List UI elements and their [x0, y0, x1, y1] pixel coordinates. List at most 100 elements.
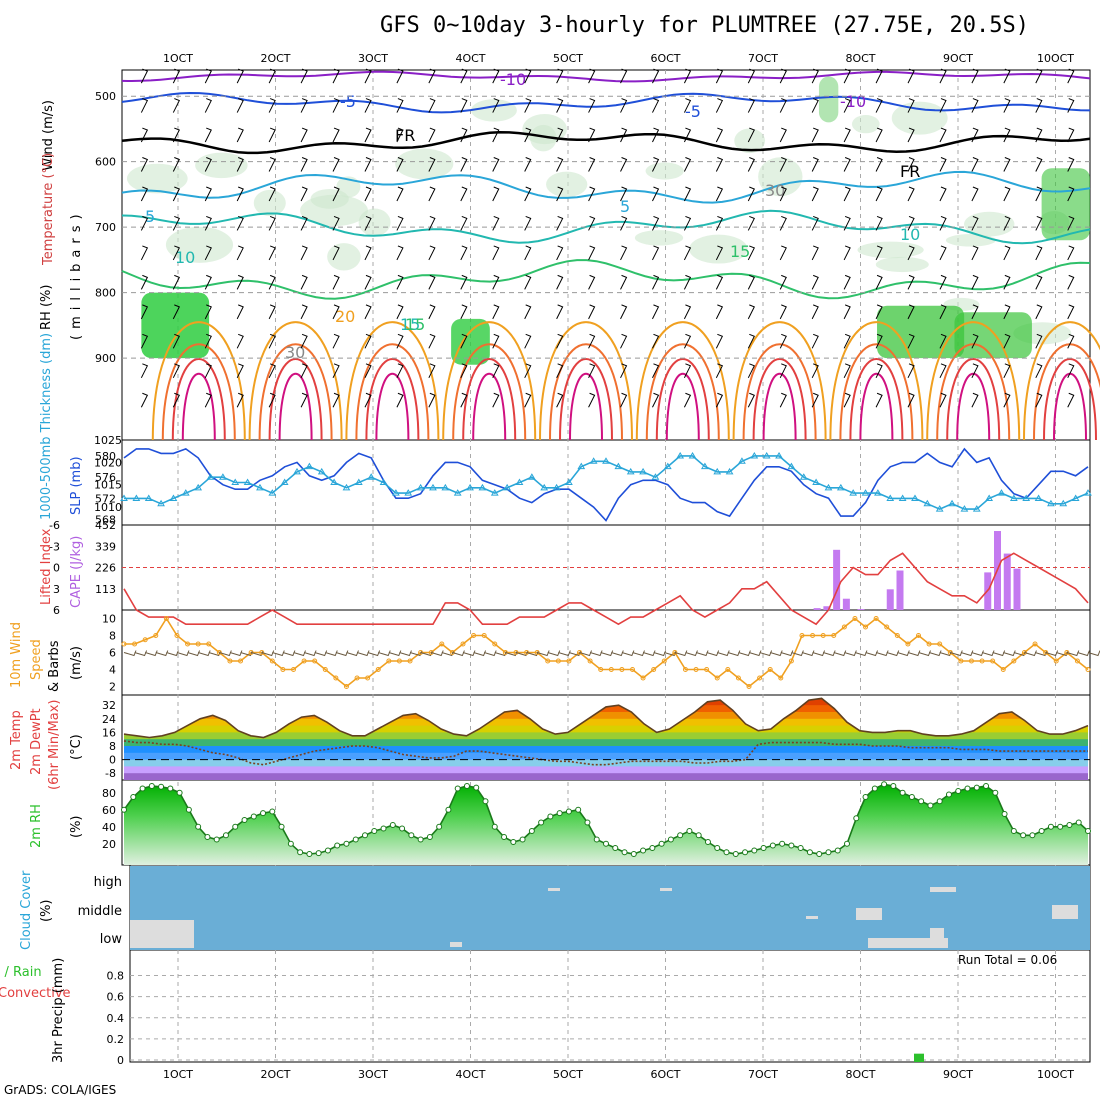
- slp-tick-label: 1015: [94, 479, 122, 492]
- rh-marker: [223, 833, 228, 838]
- wind-barb: [1004, 364, 1010, 378]
- cape-bar: [814, 608, 821, 610]
- wind-barb: [972, 246, 978, 260]
- wind-barb-10m: [908, 651, 920, 656]
- wind-barb: [652, 305, 658, 319]
- wind-barb: [716, 305, 722, 319]
- frame-precip: [130, 950, 1090, 1062]
- wind-barb: [716, 393, 722, 407]
- wind-barb: [205, 99, 211, 113]
- slp-tick-label: 1020: [94, 456, 122, 469]
- wind-barb: [493, 364, 499, 378]
- wind-barb: [397, 246, 403, 260]
- rh-marker: [483, 799, 488, 804]
- wind-barb: [972, 158, 978, 172]
- cloud-cover-block: [1052, 905, 1078, 919]
- x-tick-label-top: 1OCT: [163, 52, 193, 65]
- rh-tick-label: 60: [102, 804, 116, 817]
- rh-marker: [576, 807, 581, 812]
- temperature-axis-label: Temperature (°C): [41, 153, 56, 266]
- temp-band: [122, 739, 1090, 747]
- temp2m-axis-labels: 2m Temp 2m DewPt (6hr Min/Max) (°C): [9, 700, 84, 790]
- frame-wind10: [122, 610, 1090, 695]
- wind-barb: [429, 99, 435, 113]
- wind-barb: [812, 275, 818, 289]
- cloud-unit-label: (%): [39, 900, 54, 923]
- wind-barb: [301, 246, 307, 260]
- wind-barb-10m: [993, 651, 1005, 656]
- rh-marker: [752, 848, 757, 853]
- temp2m-label-3: (6hr Min/Max): [47, 700, 62, 790]
- cape-tick-label: 113: [95, 583, 116, 596]
- contour-warm-dome: [1054, 374, 1086, 440]
- rh-marker: [817, 851, 822, 856]
- rh-marker: [1002, 812, 1007, 817]
- temp-band: [122, 766, 1090, 774]
- wind-barb: [557, 334, 563, 348]
- rh-marker: [872, 786, 877, 791]
- wind-barb: [333, 128, 339, 142]
- rh-marker: [761, 846, 766, 851]
- wind-barb: [525, 216, 531, 230]
- wind-barb: [652, 99, 658, 113]
- wind-barb-10m: [707, 651, 719, 656]
- wind-barb: [237, 246, 243, 260]
- contour-freezing: [122, 132, 1090, 153]
- x-tick-label-top: 9OCT: [943, 52, 973, 65]
- cape-tick-label: 339: [95, 540, 116, 553]
- contour-label: 10: [900, 225, 920, 244]
- wind-barb: [621, 216, 627, 230]
- wind-barb: [397, 216, 403, 230]
- wind-barb-10m: [844, 651, 856, 656]
- wind-barb: [205, 275, 211, 289]
- wind-barb-10m: [929, 651, 941, 656]
- slp-series-line: [124, 449, 1088, 521]
- wind-barb: [429, 305, 435, 319]
- wind-barb: [972, 275, 978, 289]
- rh-marker: [353, 837, 358, 842]
- wind-barb: [397, 364, 403, 378]
- x-tick-label-top: 5OCT: [553, 52, 583, 65]
- wind-barb-10m: [188, 651, 200, 656]
- rh-shade: [852, 115, 880, 133]
- temp-band: [122, 698, 1090, 706]
- wind-barb-10m: [601, 651, 613, 656]
- wind-barb: [461, 158, 467, 172]
- temp-band: [122, 760, 1090, 768]
- rh-marker: [789, 843, 794, 848]
- wind-barb-10m: [558, 651, 570, 656]
- rh-marker: [835, 848, 840, 853]
- wind-barb: [716, 216, 722, 230]
- rh-marker: [900, 790, 905, 795]
- wind-barb-10m: [834, 651, 846, 656]
- rh-marker: [400, 826, 405, 831]
- rh-marker: [251, 814, 256, 819]
- wind-barb: [205, 393, 211, 407]
- x-tick-label-bottom: 9OCT: [943, 1068, 973, 1081]
- rh-marker: [539, 820, 544, 825]
- wind-barb: [876, 187, 882, 201]
- contour-warm-dome: [473, 374, 505, 440]
- wind10-unit-label: (m/s): [69, 646, 84, 680]
- wind-barb: [780, 393, 786, 407]
- wind-barb: [812, 246, 818, 260]
- contour-warm-dome: [540, 322, 632, 440]
- wind-barb-10m: [368, 651, 380, 656]
- cloud-cover-block: [130, 920, 194, 948]
- precip-axis-labels: Total / Rain Convective 3hr Precip (mm): [0, 958, 71, 1063]
- rh-marker: [780, 841, 785, 846]
- wind-barb: [269, 305, 275, 319]
- wind-barb: [269, 275, 275, 289]
- rh-marker: [177, 790, 182, 795]
- contour-warm-dome: [850, 359, 902, 440]
- wind-barb: [461, 275, 467, 289]
- wind10-label-1: 10m Wind: [9, 622, 24, 688]
- wind-barb: [684, 246, 690, 260]
- wind-barb-10m: [897, 651, 909, 656]
- wind-barb: [525, 246, 531, 260]
- x-tick-label-top: 4OCT: [455, 52, 485, 65]
- wind-barb: [1068, 393, 1074, 407]
- rh-marker: [650, 846, 655, 851]
- wind-barb: [429, 187, 435, 201]
- wind-barb-10m: [484, 651, 496, 656]
